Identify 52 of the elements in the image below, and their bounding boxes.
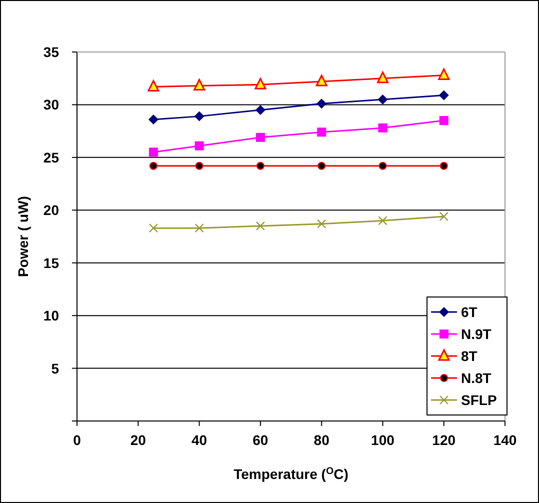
point [194, 141, 204, 150]
point [317, 128, 326, 137]
point [316, 219, 326, 228]
x-axis-title: Temperature ($^{O}$C) [234, 466, 348, 482]
y-tick-label: 30 [43, 96, 60, 113]
point [256, 132, 265, 142]
point [255, 104, 266, 115]
x-tick-label: 80 [314, 432, 330, 448]
y-tick-label: 20 [43, 202, 60, 218]
point [148, 223, 158, 233]
y-tick-label: 15 [43, 254, 60, 271]
point [316, 74, 328, 86]
y-tick-label: 5 [51, 360, 60, 376]
point [439, 212, 448, 222]
y-tick-label: 10 [43, 308, 60, 324]
point [195, 162, 204, 170]
x-tick-label: 60 [252, 432, 268, 448]
point [440, 162, 448, 170]
legend-label: SFLP [461, 392, 497, 408]
point [376, 72, 388, 84]
x-tick-label: 20 [130, 432, 146, 448]
x-tick-label: 140 [493, 432, 517, 448]
point [148, 114, 158, 124]
legend-label: N.9T [461, 326, 492, 342]
point [378, 94, 388, 104]
point [148, 80, 160, 92]
x-tick-label: 0 [73, 432, 82, 448]
point [148, 148, 158, 157]
legend-label: 8T [461, 348, 478, 364]
point [378, 123, 388, 132]
x-tick-label: 40 [191, 432, 208, 448]
point [256, 162, 264, 170]
point [194, 111, 204, 122]
y-tick-label: 25 [43, 149, 60, 166]
point [194, 223, 204, 233]
point [378, 216, 388, 226]
y-tick-label: 35 [43, 44, 60, 60]
point [438, 68, 450, 80]
point [318, 162, 326, 170]
point [438, 90, 449, 100]
point [256, 221, 266, 231]
y-axis-title: Power ( uW) [15, 196, 31, 277]
point [149, 162, 158, 170]
x-tick-label: 100 [371, 432, 395, 448]
point [254, 78, 266, 90]
legend-label: N.8T [461, 370, 492, 386]
point [316, 98, 327, 109]
point [378, 162, 387, 170]
point [194, 78, 206, 90]
x-tick-label: 120 [432, 432, 456, 448]
legend-label: 6T [461, 304, 478, 320]
point [439, 116, 448, 126]
